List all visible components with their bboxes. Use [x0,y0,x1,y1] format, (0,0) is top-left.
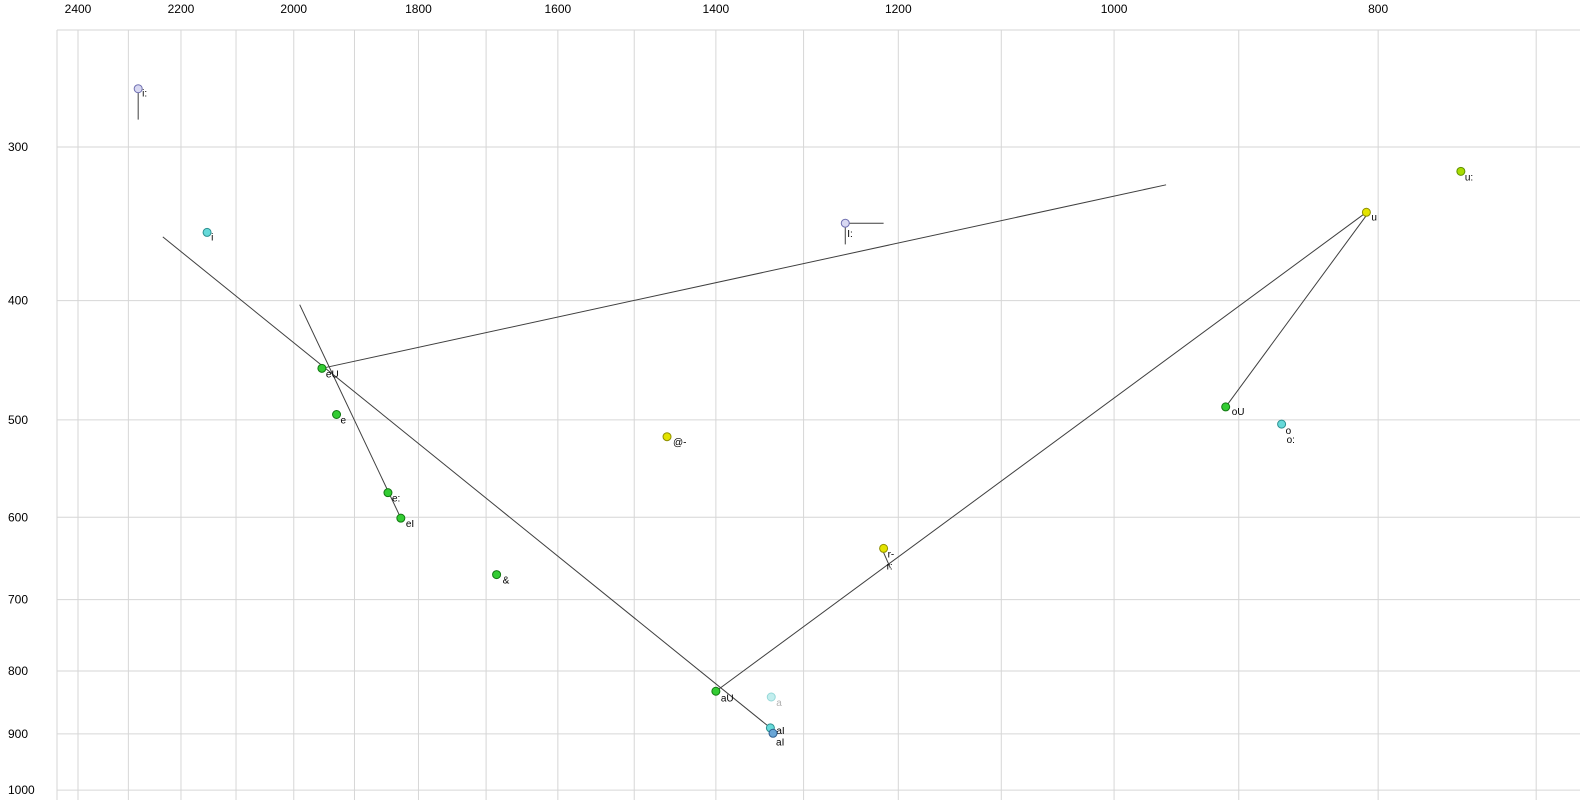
trajectory-line [715,211,1367,692]
vowel-point[interactable] [492,570,502,580]
vowel-point[interactable] [317,363,327,373]
x-axis-tick-label: 2400 [65,2,92,16]
vowel-label: & [503,576,510,587]
vowel-point[interactable] [768,728,778,738]
vowel-point[interactable] [1456,166,1466,176]
y-axis-tick-label: 500 [8,413,28,427]
vowel-label: i [211,232,213,243]
trajectory-line [162,236,771,729]
trajectory-line [1225,215,1367,408]
y-axis-tick-label: 900 [8,727,28,741]
vowel-label: a [776,698,782,709]
vowel-label: o [1286,426,1292,437]
vowel-label: e: [392,494,400,505]
vowel-point[interactable] [202,227,212,237]
vowel-point[interactable] [133,84,143,94]
x-axis-tick-label: 1800 [405,2,432,16]
vowel-label: o: [1287,435,1295,446]
vowel-label: I: [847,229,853,240]
vowel-label: eU [326,369,339,380]
trajectory-line [883,552,891,569]
vowel-point[interactable] [1277,419,1287,429]
vowel-point[interactable] [396,513,406,523]
vowel-label: @- [673,438,686,449]
vowel-label: i: [142,89,147,100]
x-axis-tick-label: 800 [1368,2,1388,16]
vowel-label: r: [887,561,893,572]
y-axis-tick-label: 600 [8,510,28,524]
trajectory-line [299,304,402,519]
x-axis-tick-label: 1000 [1101,2,1128,16]
vowel-label: aI [776,726,784,737]
vowel-point[interactable] [383,488,393,498]
y-axis-tick-label: 300 [8,140,28,154]
vowel-label: u [1371,212,1377,223]
vowel-point[interactable] [879,543,889,553]
vowel-label: u: [1465,172,1473,183]
vowel-label: e [341,416,347,427]
x-axis-tick-label: 1200 [885,2,912,16]
y-axis-tick-label: 1000 [8,783,35,797]
vowel-label: eI [406,519,414,530]
vowel-label: aI [776,737,784,748]
vowel-point[interactable] [840,218,850,228]
y-axis-tick-label: 800 [8,664,28,678]
x-axis-tick-label: 1600 [544,2,571,16]
x-axis-tick-label: 2000 [280,2,307,16]
vowel-label: oU [1232,407,1245,418]
vowel-point[interactable] [711,686,721,696]
vowel-label: aU [721,693,734,704]
vowel-point[interactable] [662,432,672,442]
trajectory-line [321,184,1167,369]
vowel-label: r- [888,549,895,560]
vowel-point[interactable] [766,692,776,702]
x-axis-tick-label: 2200 [168,2,195,16]
y-axis-tick-label: 700 [8,593,28,607]
x-axis-tick-label: 1400 [703,2,730,16]
y-axis-tick-label: 400 [8,294,28,308]
vowel-point[interactable] [1361,207,1371,217]
vowel-point[interactable] [332,410,342,420]
vowel-point[interactable] [1221,402,1231,412]
